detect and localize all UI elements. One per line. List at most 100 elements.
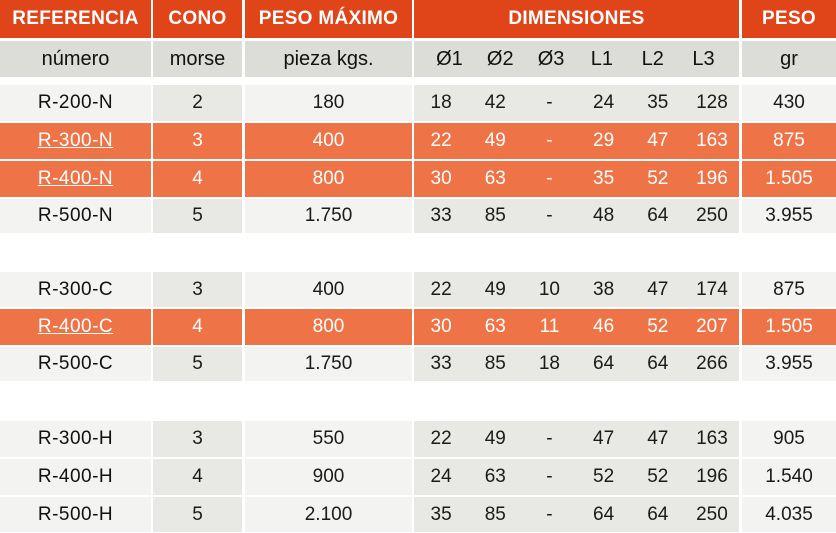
cell-d1: 30 <box>430 316 452 337</box>
cell-dimensiones: 33 85 - 48 64 250 <box>414 199 739 233</box>
cell-l3: 250 <box>696 205 728 226</box>
cell-l3: 163 <box>696 428 728 449</box>
cell-d2: 63 <box>484 466 506 487</box>
cell-d3: 10 <box>538 278 560 300</box>
cell-dimensiones: 24 63 - 52 52 196 <box>414 459 739 495</box>
cell-d3: - <box>546 503 553 525</box>
cell-referencia[interactable]: R-400-C <box>0 309 151 345</box>
cell-l1: 64 <box>593 353 615 374</box>
referencia-text: R-500-C <box>37 353 114 374</box>
cell-l1: 46 <box>593 316 615 337</box>
cell-l1: 24 <box>593 92 615 113</box>
table-row: R-500-C 5 1.750 33 85 18 64 64 266 3.955 <box>0 347 836 381</box>
cell-l2: 47 <box>647 428 669 449</box>
cell-dimensiones: 22 49 - 29 47 163 <box>414 123 739 159</box>
cell-l2: 52 <box>647 316 669 337</box>
cell-peso-maximo: 800 <box>245 309 412 345</box>
cell-l1: 52 <box>593 466 615 487</box>
cell-peso: 1.505 <box>742 161 836 197</box>
header-dimensiones: DIMENSIONES <box>414 0 739 38</box>
table-row[interactable]: R-300-N 3 400 22 49 - 29 47 163 875 <box>0 123 836 159</box>
cell-dimensiones: 30 63 - 35 52 196 <box>414 161 739 197</box>
referencia-text: R-300-H <box>37 428 114 449</box>
cell-l2: 47 <box>647 130 669 151</box>
subheader-d1: Ø1 <box>436 47 463 70</box>
cell-cono: 4 <box>153 161 242 197</box>
cell-peso: 1.505 <box>742 309 836 345</box>
cell-peso: 905 <box>742 421 836 457</box>
table-row: R-300-C 3 400 22 49 10 38 47 174 875 <box>0 272 836 307</box>
cell-cono: 4 <box>153 459 242 495</box>
table-row: R-300-H 3 550 22 49 - 47 47 163 905 <box>0 421 836 457</box>
cell-referencia: R-500-N <box>0 199 151 233</box>
cell-d1: 33 <box>430 353 452 374</box>
table-row[interactable]: R-400-N 4 800 30 63 - 35 52 196 1.505 <box>0 161 836 197</box>
cell-referencia: R-400-H <box>0 459 151 495</box>
cell-peso: 3.955 <box>742 347 836 381</box>
cell-d1: 22 <box>430 130 452 151</box>
referencia-text: R-200-N <box>37 92 114 113</box>
cell-d3: 11 <box>539 316 560 337</box>
cell-peso-maximo: 400 <box>245 272 412 307</box>
cell-cono: 2 <box>153 85 242 121</box>
cell-cono: 5 <box>153 497 242 532</box>
cell-d3: - <box>546 466 553 487</box>
cell-d3: - <box>546 205 553 226</box>
cell-l2: 52 <box>647 466 669 487</box>
cell-cono: 3 <box>153 421 242 457</box>
cell-peso: 4.035 <box>742 497 836 532</box>
cell-referencia: R-300-H <box>0 421 151 457</box>
cell-peso-maximo: 1.750 <box>245 199 412 233</box>
cell-peso: 1.540 <box>742 459 836 495</box>
table-row[interactable]: R-400-C 4 800 30 63 11 46 52 207 1.505 <box>0 309 836 345</box>
header-referencia: REFERENCIA <box>0 0 151 38</box>
cell-peso-maximo: 400 <box>245 123 412 159</box>
cell-d2: 49 <box>484 130 506 151</box>
cell-l1: 29 <box>593 130 615 151</box>
subheader-peso: gr <box>742 41 836 77</box>
referencia-link[interactable]: R-400-C <box>37 316 114 337</box>
subheader-l3: L3 <box>692 47 715 70</box>
cell-l3: 128 <box>696 92 728 113</box>
subheader-l1: L1 <box>590 47 614 70</box>
cell-d1: 30 <box>430 168 452 189</box>
referencia-text: R-500-N <box>37 205 114 226</box>
cell-l1: 38 <box>593 278 615 300</box>
subheader-dimensiones: Ø1 Ø2 Ø3 L1 L2 L3 <box>414 41 739 77</box>
referencia-text: R-300-C <box>37 278 114 300</box>
cell-referencia[interactable]: R-300-N <box>0 123 151 159</box>
cell-l3: 163 <box>696 130 728 151</box>
subheader-cono: morse <box>153 41 242 77</box>
referencia-text: R-400-H <box>37 466 114 487</box>
cell-l3: 266 <box>696 353 728 374</box>
cell-l3: 207 <box>696 316 728 337</box>
referencia-text: R-500-H <box>37 503 114 525</box>
cell-cono: 4 <box>153 309 242 345</box>
cell-d3: - <box>546 130 553 151</box>
cell-peso: 875 <box>742 123 836 159</box>
cell-l3: 196 <box>696 168 728 189</box>
cell-peso-maximo: 800 <box>245 161 412 197</box>
cell-peso-maximo: 180 <box>245 85 412 121</box>
cell-l3: 196 <box>696 466 728 487</box>
cell-referencia: R-500-C <box>0 347 151 381</box>
table-row: R-200-N 2 180 18 42 - 24 35 128 430 <box>0 85 836 121</box>
cell-d1: 22 <box>430 428 452 449</box>
cell-cono: 3 <box>153 272 242 307</box>
subheader-d2: Ø2 <box>486 47 514 70</box>
referencia-link[interactable]: R-400-N <box>37 168 114 189</box>
cell-peso: 875 <box>742 272 836 307</box>
referencia-link[interactable]: R-300-N <box>37 130 114 151</box>
header-peso-maximo: PESO MÁXIMO <box>245 0 412 38</box>
cell-d3: - <box>546 92 553 113</box>
cell-d2: 85 <box>484 503 506 525</box>
cell-referencia[interactable]: R-400-N <box>0 161 151 197</box>
cell-peso: 3.955 <box>742 199 836 233</box>
cell-l3: 250 <box>696 503 728 525</box>
subheader-l2: L2 <box>641 47 664 70</box>
cell-d1: 22 <box>430 278 452 300</box>
cell-d3: 18 <box>538 353 560 374</box>
table-row: R-500-H 5 2.100 35 85 - 64 64 250 4.035 <box>0 497 836 532</box>
cell-d2: 85 <box>484 205 506 226</box>
